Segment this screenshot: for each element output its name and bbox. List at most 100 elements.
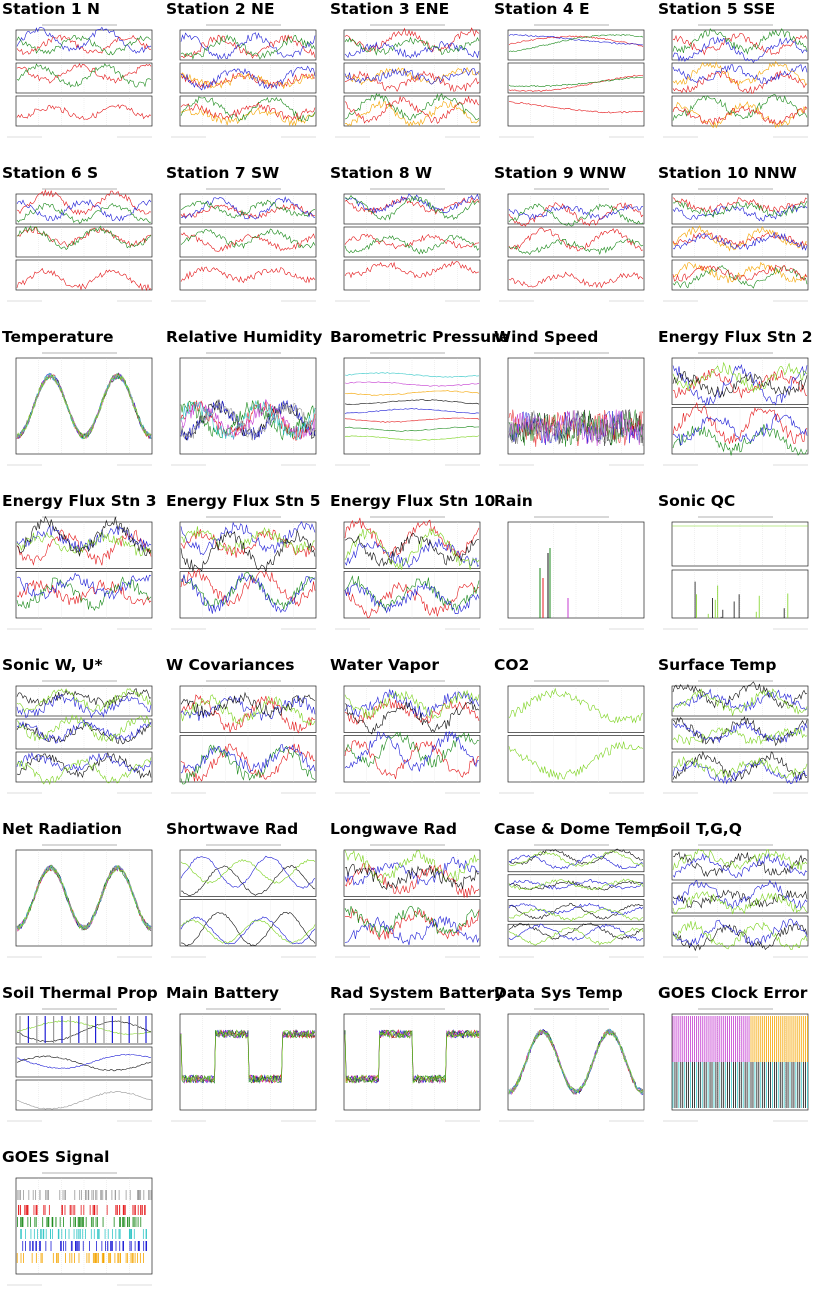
plot-thumbnail-image[interactable] bbox=[166, 350, 321, 468]
plot-tile-surface-temp[interactable]: Surface Temp bbox=[656, 656, 816, 816]
plot-title[interactable]: CO2 bbox=[494, 656, 530, 674]
plot-tile-barometric-pressure[interactable]: Barometric Pressure bbox=[328, 328, 509, 488]
plot-title[interactable]: Station 6 S bbox=[2, 164, 99, 182]
plot-tile-energy-flux-stn-3[interactable]: Energy Flux Stn 3 bbox=[0, 492, 160, 652]
plot-tile-temperature[interactable]: Temperature bbox=[0, 328, 160, 488]
plot-tile-station-8-w[interactable]: Station 8 W bbox=[328, 164, 488, 324]
plot-tile-sonic-qc[interactable]: Sonic QC bbox=[656, 492, 816, 652]
plot-title[interactable]: Surface Temp bbox=[658, 656, 777, 674]
plot-tile-station-1-n[interactable]: Station 1 N bbox=[0, 0, 160, 160]
plot-title[interactable]: Energy Flux Stn 5 bbox=[166, 492, 321, 510]
plot-thumbnail-image[interactable] bbox=[330, 186, 485, 304]
plot-tile-case-dome-temp[interactable]: Case & Dome Temp bbox=[492, 820, 662, 980]
plot-tile-rain[interactable]: Rain bbox=[492, 492, 652, 652]
plot-tile-station-5-sse[interactable]: Station 5 SSE bbox=[656, 0, 816, 160]
plot-title[interactable]: Rain bbox=[494, 492, 533, 510]
plot-thumbnail-image[interactable] bbox=[166, 186, 321, 304]
plot-tile-energy-flux-stn-10[interactable]: Energy Flux Stn 10 bbox=[328, 492, 495, 652]
plot-thumbnail-image[interactable] bbox=[494, 186, 649, 304]
plot-thumbnail-image[interactable] bbox=[330, 22, 485, 140]
plot-thumbnail-image[interactable] bbox=[2, 22, 157, 140]
plot-tile-water-vapor[interactable]: Water Vapor bbox=[328, 656, 488, 816]
plot-tile-net-radiation[interactable]: Net Radiation bbox=[0, 820, 160, 980]
plot-title[interactable]: Longwave Rad bbox=[330, 820, 457, 838]
plot-title[interactable]: Station 8 W bbox=[330, 164, 433, 182]
plot-tile-station-10-nnw[interactable]: Station 10 NNW bbox=[656, 164, 816, 324]
plot-title[interactable]: Temperature bbox=[2, 328, 114, 346]
plot-thumbnail-image[interactable] bbox=[494, 22, 649, 140]
plot-tile-soil-tgq[interactable]: Soil T,G,Q bbox=[656, 820, 816, 980]
plot-tile-data-sys-temp[interactable]: Data Sys Temp bbox=[492, 984, 652, 1144]
plot-title[interactable]: Rad System Battery bbox=[330, 984, 505, 1002]
plot-thumbnail-image[interactable] bbox=[658, 514, 813, 632]
plot-thumbnail-image[interactable] bbox=[2, 186, 157, 304]
plot-title[interactable]: Wind Speed bbox=[494, 328, 599, 346]
plot-thumbnail-image[interactable] bbox=[330, 350, 485, 468]
plot-thumbnail-image[interactable] bbox=[658, 1006, 813, 1124]
plot-title[interactable]: Energy Flux Stn 3 bbox=[2, 492, 157, 510]
plot-tile-station-2-ne[interactable]: Station 2 NE bbox=[164, 0, 324, 160]
plot-thumbnail-image[interactable] bbox=[494, 350, 649, 468]
plot-title[interactable]: Case & Dome Temp bbox=[494, 820, 662, 838]
plot-thumbnail-image[interactable] bbox=[166, 1006, 321, 1124]
plot-title[interactable]: Soil Thermal Prop bbox=[2, 984, 158, 1002]
plot-thumbnail-image[interactable] bbox=[2, 1170, 157, 1288]
plot-title[interactable]: Barometric Pressure bbox=[330, 328, 510, 346]
plot-title[interactable]: Main Battery bbox=[166, 984, 279, 1002]
plot-tile-co2[interactable]: CO2 bbox=[492, 656, 652, 816]
plot-thumbnail-image[interactable] bbox=[494, 1006, 649, 1124]
plot-thumbnail-image[interactable] bbox=[330, 1006, 485, 1124]
plot-title[interactable]: Station 10 NNW bbox=[658, 164, 797, 182]
plot-tile-shortwave-rad[interactable]: Shortwave Rad bbox=[164, 820, 324, 980]
plot-title[interactable]: Energy Flux Stn 10 bbox=[330, 492, 496, 510]
plot-tile-wind-speed[interactable]: Wind Speed bbox=[492, 328, 652, 488]
plot-title[interactable]: Station 7 SW bbox=[166, 164, 280, 182]
plot-title[interactable]: Sonic QC bbox=[658, 492, 736, 510]
plot-thumbnail-image[interactable] bbox=[494, 514, 649, 632]
plot-title[interactable]: Net Radiation bbox=[2, 820, 122, 838]
plot-thumbnail-image[interactable] bbox=[2, 514, 157, 632]
plot-thumbnail-image[interactable] bbox=[658, 22, 813, 140]
plot-thumbnail-image[interactable] bbox=[494, 842, 649, 960]
plot-title[interactable]: Energy Flux Stn 2 bbox=[658, 328, 813, 346]
plot-title[interactable]: W Covariances bbox=[166, 656, 295, 674]
plot-thumbnail-image[interactable] bbox=[2, 350, 157, 468]
plot-thumbnail-image[interactable] bbox=[658, 678, 813, 796]
plot-thumbnail-image[interactable] bbox=[2, 842, 157, 960]
plot-tile-goes-clock-error[interactable]: GOES Clock Error bbox=[656, 984, 816, 1144]
plot-title[interactable]: Shortwave Rad bbox=[166, 820, 299, 838]
plot-tile-main-battery[interactable]: Main Battery bbox=[164, 984, 324, 1144]
plot-tile-station-7-sw[interactable]: Station 7 SW bbox=[164, 164, 324, 324]
plot-tile-goes-signal[interactable]: GOES Signal bbox=[0, 1148, 160, 1308]
plot-title[interactable]: Water Vapor bbox=[330, 656, 439, 674]
plot-title[interactable]: Station 1 N bbox=[2, 0, 100, 18]
plot-title[interactable]: GOES Clock Error bbox=[658, 984, 808, 1002]
plot-tile-station-3-ene[interactable]: Station 3 ENE bbox=[328, 0, 488, 160]
plot-thumbnail-image[interactable] bbox=[494, 678, 649, 796]
plot-title[interactable]: Station 9 WNW bbox=[494, 164, 627, 182]
plot-tile-station-4-e[interactable]: Station 4 E bbox=[492, 0, 652, 160]
plot-tile-soil-thermal-prop[interactable]: Soil Thermal Prop bbox=[0, 984, 160, 1144]
plot-thumbnail-image[interactable] bbox=[658, 350, 813, 468]
plot-title[interactable]: Relative Humidity bbox=[166, 328, 323, 346]
plot-title[interactable]: Station 5 SSE bbox=[658, 0, 776, 18]
plot-tile-station-9-wnw[interactable]: Station 9 WNW bbox=[492, 164, 652, 324]
plot-tile-w-covariances[interactable]: W Covariances bbox=[164, 656, 324, 816]
plot-thumbnail-image[interactable] bbox=[658, 842, 813, 960]
plot-tile-longwave-rad[interactable]: Longwave Rad bbox=[328, 820, 488, 980]
plot-tile-energy-flux-stn-2[interactable]: Energy Flux Stn 2 bbox=[656, 328, 816, 488]
plot-tile-energy-flux-stn-5[interactable]: Energy Flux Stn 5 bbox=[164, 492, 324, 652]
plot-thumbnail-image[interactable] bbox=[330, 678, 485, 796]
plot-thumbnail-image[interactable] bbox=[166, 514, 321, 632]
plot-thumbnail-image[interactable] bbox=[330, 842, 485, 960]
plot-title[interactable]: Sonic W, U* bbox=[2, 656, 103, 674]
plot-tile-sonic-w-u[interactable]: Sonic W, U* bbox=[0, 656, 160, 816]
plot-thumbnail-image[interactable] bbox=[166, 678, 321, 796]
plot-tile-relative-humidity[interactable]: Relative Humidity bbox=[164, 328, 324, 488]
plot-thumbnail-image[interactable] bbox=[658, 186, 813, 304]
plot-title[interactable]: Station 2 NE bbox=[166, 0, 275, 18]
plot-title[interactable]: Station 3 ENE bbox=[330, 0, 450, 18]
plot-thumbnail-image[interactable] bbox=[166, 22, 321, 140]
plot-thumbnail-image[interactable] bbox=[2, 678, 157, 796]
plot-title[interactable]: Data Sys Temp bbox=[494, 984, 623, 1002]
